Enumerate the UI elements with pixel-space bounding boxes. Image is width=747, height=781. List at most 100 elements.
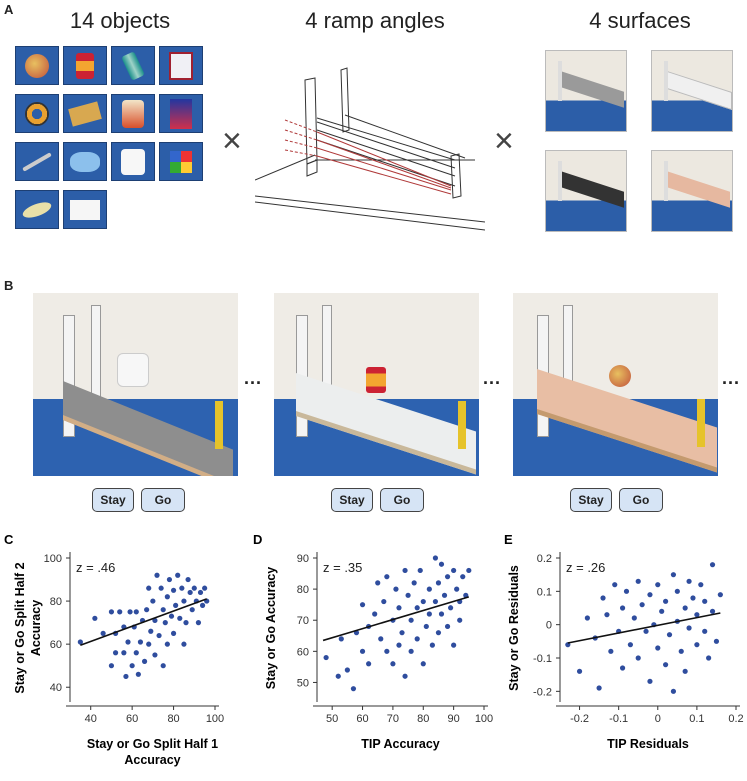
objects-header: 14 objects	[69, 8, 171, 33]
object-playing-cards-image	[159, 46, 203, 85]
data-point	[135, 671, 141, 677]
y-tick-label: 80	[50, 596, 62, 608]
data-point	[168, 613, 175, 619]
y-tick-label: 0	[546, 620, 552, 632]
data-point	[414, 605, 420, 611]
panel-e-letter: E	[504, 532, 513, 547]
data-point	[137, 639, 144, 645]
data-point	[709, 562, 716, 568]
x-tick-label: 0	[655, 713, 661, 725]
data-point	[690, 595, 696, 601]
data-point	[451, 567, 457, 574]
trial-3-go-button[interactable]: Go	[619, 488, 663, 512]
data-point	[576, 668, 583, 674]
data-point	[604, 612, 610, 618]
data-point	[179, 585, 185, 591]
data-point	[674, 588, 680, 594]
trial-2-go-button[interactable]: Go	[380, 488, 424, 512]
y-tick-label: 40	[50, 682, 62, 694]
data-point	[199, 602, 206, 608]
data-point	[154, 572, 160, 578]
data-point	[686, 625, 692, 631]
object-soda-can-image	[111, 46, 155, 85]
data-point	[647, 678, 653, 684]
data-point	[466, 567, 472, 574]
data-point	[323, 654, 329, 661]
data-point	[405, 592, 411, 598]
data-point	[399, 630, 405, 636]
x-tick-label: 60	[356, 713, 368, 725]
data-point	[144, 607, 150, 613]
data-point	[717, 592, 723, 598]
chart-e: E -0.2 -0.1 0 0.1 0.2 -0.2 -0.1 0 0.1 0.2 z = .26 TI…	[504, 532, 744, 751]
y-tick-label: -0.2	[533, 686, 552, 698]
data-point	[635, 655, 641, 661]
data-point	[156, 632, 162, 639]
data-point	[444, 574, 451, 580]
data-point	[160, 663, 166, 669]
data-point	[438, 561, 445, 567]
data-point	[148, 628, 154, 634]
data-point	[435, 580, 442, 586]
object-chips-bag-image	[111, 94, 155, 133]
data-point	[181, 598, 187, 604]
trial-1-stay-button[interactable]: Stay	[92, 488, 134, 512]
data-point	[123, 673, 129, 680]
panel-a-letter: A	[4, 2, 14, 17]
correlation-annotation: z = .26	[566, 560, 605, 575]
data-point	[92, 615, 98, 621]
data-point	[129, 663, 135, 669]
data-point	[420, 661, 426, 667]
y-tick-label: 90	[297, 553, 309, 565]
data-point	[108, 609, 115, 615]
times-symbol-2: ×	[494, 122, 514, 160]
data-point	[202, 585, 208, 591]
data-point	[435, 630, 442, 636]
ellipsis-2: ...	[483, 368, 502, 388]
panel-d-letter: D	[253, 532, 262, 547]
x-tick-label: 0.1	[689, 713, 704, 725]
data-point	[454, 586, 460, 592]
data-point	[635, 578, 641, 584]
y-tick-label: 50	[297, 677, 309, 689]
y-axis-label: Stay or Go Split Half 2 Accuracy	[13, 562, 43, 693]
object-can-image	[63, 46, 107, 85]
data-point	[175, 572, 181, 578]
trial-1-go-button[interactable]: Go	[141, 488, 185, 512]
data-point	[359, 648, 366, 654]
data-point	[108, 663, 115, 669]
data-point	[584, 615, 590, 621]
data-point	[141, 658, 148, 664]
y-tick-label: 100	[44, 553, 62, 565]
data-point	[378, 636, 384, 642]
data-point	[173, 602, 179, 608]
data-point	[627, 642, 633, 648]
data-point	[170, 630, 177, 636]
x-tick-label: 100	[475, 713, 493, 725]
data-point	[396, 605, 402, 611]
data-point	[444, 623, 451, 630]
fit-line	[567, 612, 721, 644]
object-corn-image	[15, 190, 59, 229]
ellipsis-3: ...	[722, 368, 741, 388]
y-axis-label: Stay or Go Accuracy	[264, 567, 278, 690]
data-point	[181, 641, 187, 647]
ellipsis-1: ...	[244, 368, 263, 388]
object-toilet-paper-image	[111, 142, 155, 181]
data-point	[426, 611, 432, 617]
trial-2-stay-button[interactable]: Stay	[331, 488, 373, 512]
x-axis-label: TIP Accuracy	[361, 737, 440, 751]
data-point	[647, 592, 653, 598]
data-point	[402, 567, 408, 574]
trial-3-stay-button[interactable]: Stay	[570, 488, 612, 512]
y-axis-label: Stay or Go Residuals	[507, 565, 521, 691]
data-point	[420, 598, 426, 605]
data-point	[713, 638, 720, 644]
data-point	[655, 645, 661, 651]
data-point	[655, 582, 661, 588]
data-point	[191, 585, 197, 591]
object-box-image	[63, 94, 107, 133]
data-point	[160, 607, 166, 613]
data-point	[133, 609, 139, 615]
data-point	[670, 688, 677, 694]
